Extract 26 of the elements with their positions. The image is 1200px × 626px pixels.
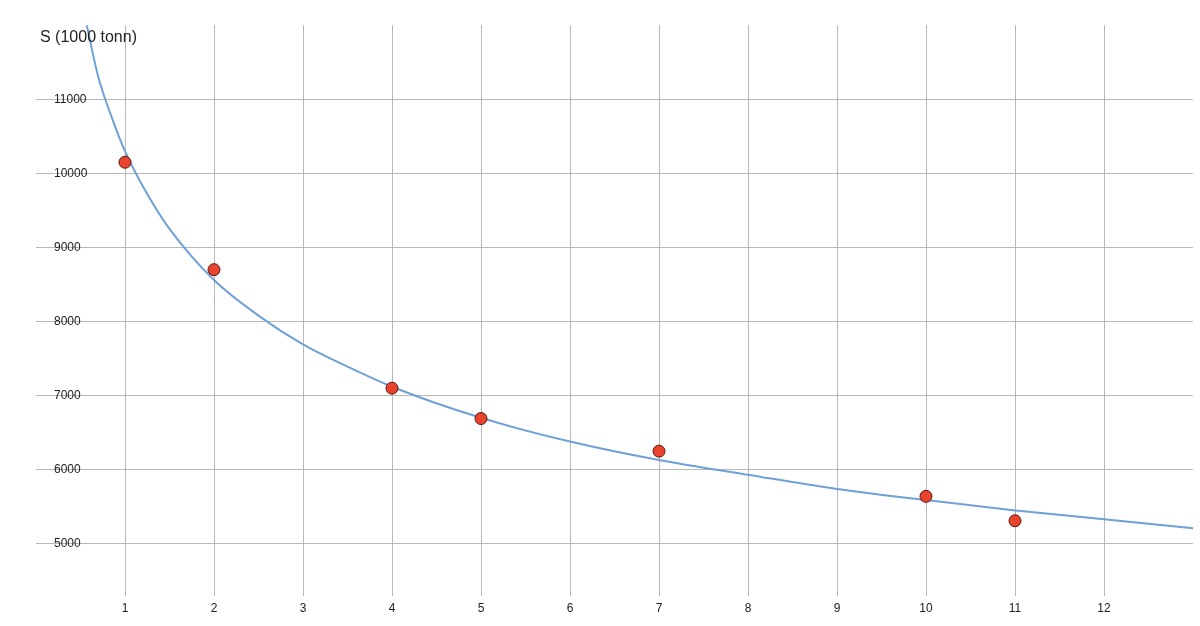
y-tick-label: 8000 (54, 313, 82, 328)
x-tick-label: 10 (919, 601, 933, 616)
y-tick-label: 7000 (54, 387, 82, 402)
point (919, 489, 933, 503)
y-tick-label: 5000 (54, 536, 82, 551)
x-tick-label: 3 (299, 601, 307, 616)
point (207, 263, 221, 277)
point (652, 444, 666, 458)
y-tick-label: 10000 (54, 165, 88, 180)
x-tick-label: 2 (210, 601, 218, 616)
x-tick-label: 8 (744, 601, 752, 616)
x-tick-label: 6 (566, 601, 574, 616)
y-tick-label: 6000 (54, 461, 82, 476)
x-tick-label: 12 (1097, 601, 1111, 616)
x-tick-label: 5 (477, 601, 485, 616)
point (118, 155, 132, 169)
x-tick-label: 9 (833, 601, 841, 616)
point (1008, 514, 1022, 528)
y-tick-label: 11000 (54, 91, 87, 106)
x-tick-label: 11 (1008, 601, 1022, 616)
x-tick-label: 4 (388, 601, 396, 616)
point (385, 381, 399, 395)
y-tick-label: 9000 (54, 239, 82, 254)
x-tick-label: 1 (121, 601, 129, 616)
point (474, 412, 488, 426)
x-tick-label: 7 (655, 601, 663, 616)
